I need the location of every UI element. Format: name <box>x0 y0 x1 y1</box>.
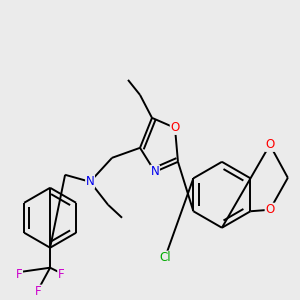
Text: N: N <box>151 165 159 178</box>
Text: F: F <box>16 268 22 281</box>
Text: Cl: Cl <box>159 251 171 264</box>
Text: O: O <box>170 122 180 134</box>
Text: O: O <box>265 203 274 216</box>
Text: N: N <box>86 175 94 188</box>
Text: F: F <box>58 268 64 281</box>
Text: O: O <box>265 138 274 151</box>
Text: F: F <box>35 285 41 298</box>
